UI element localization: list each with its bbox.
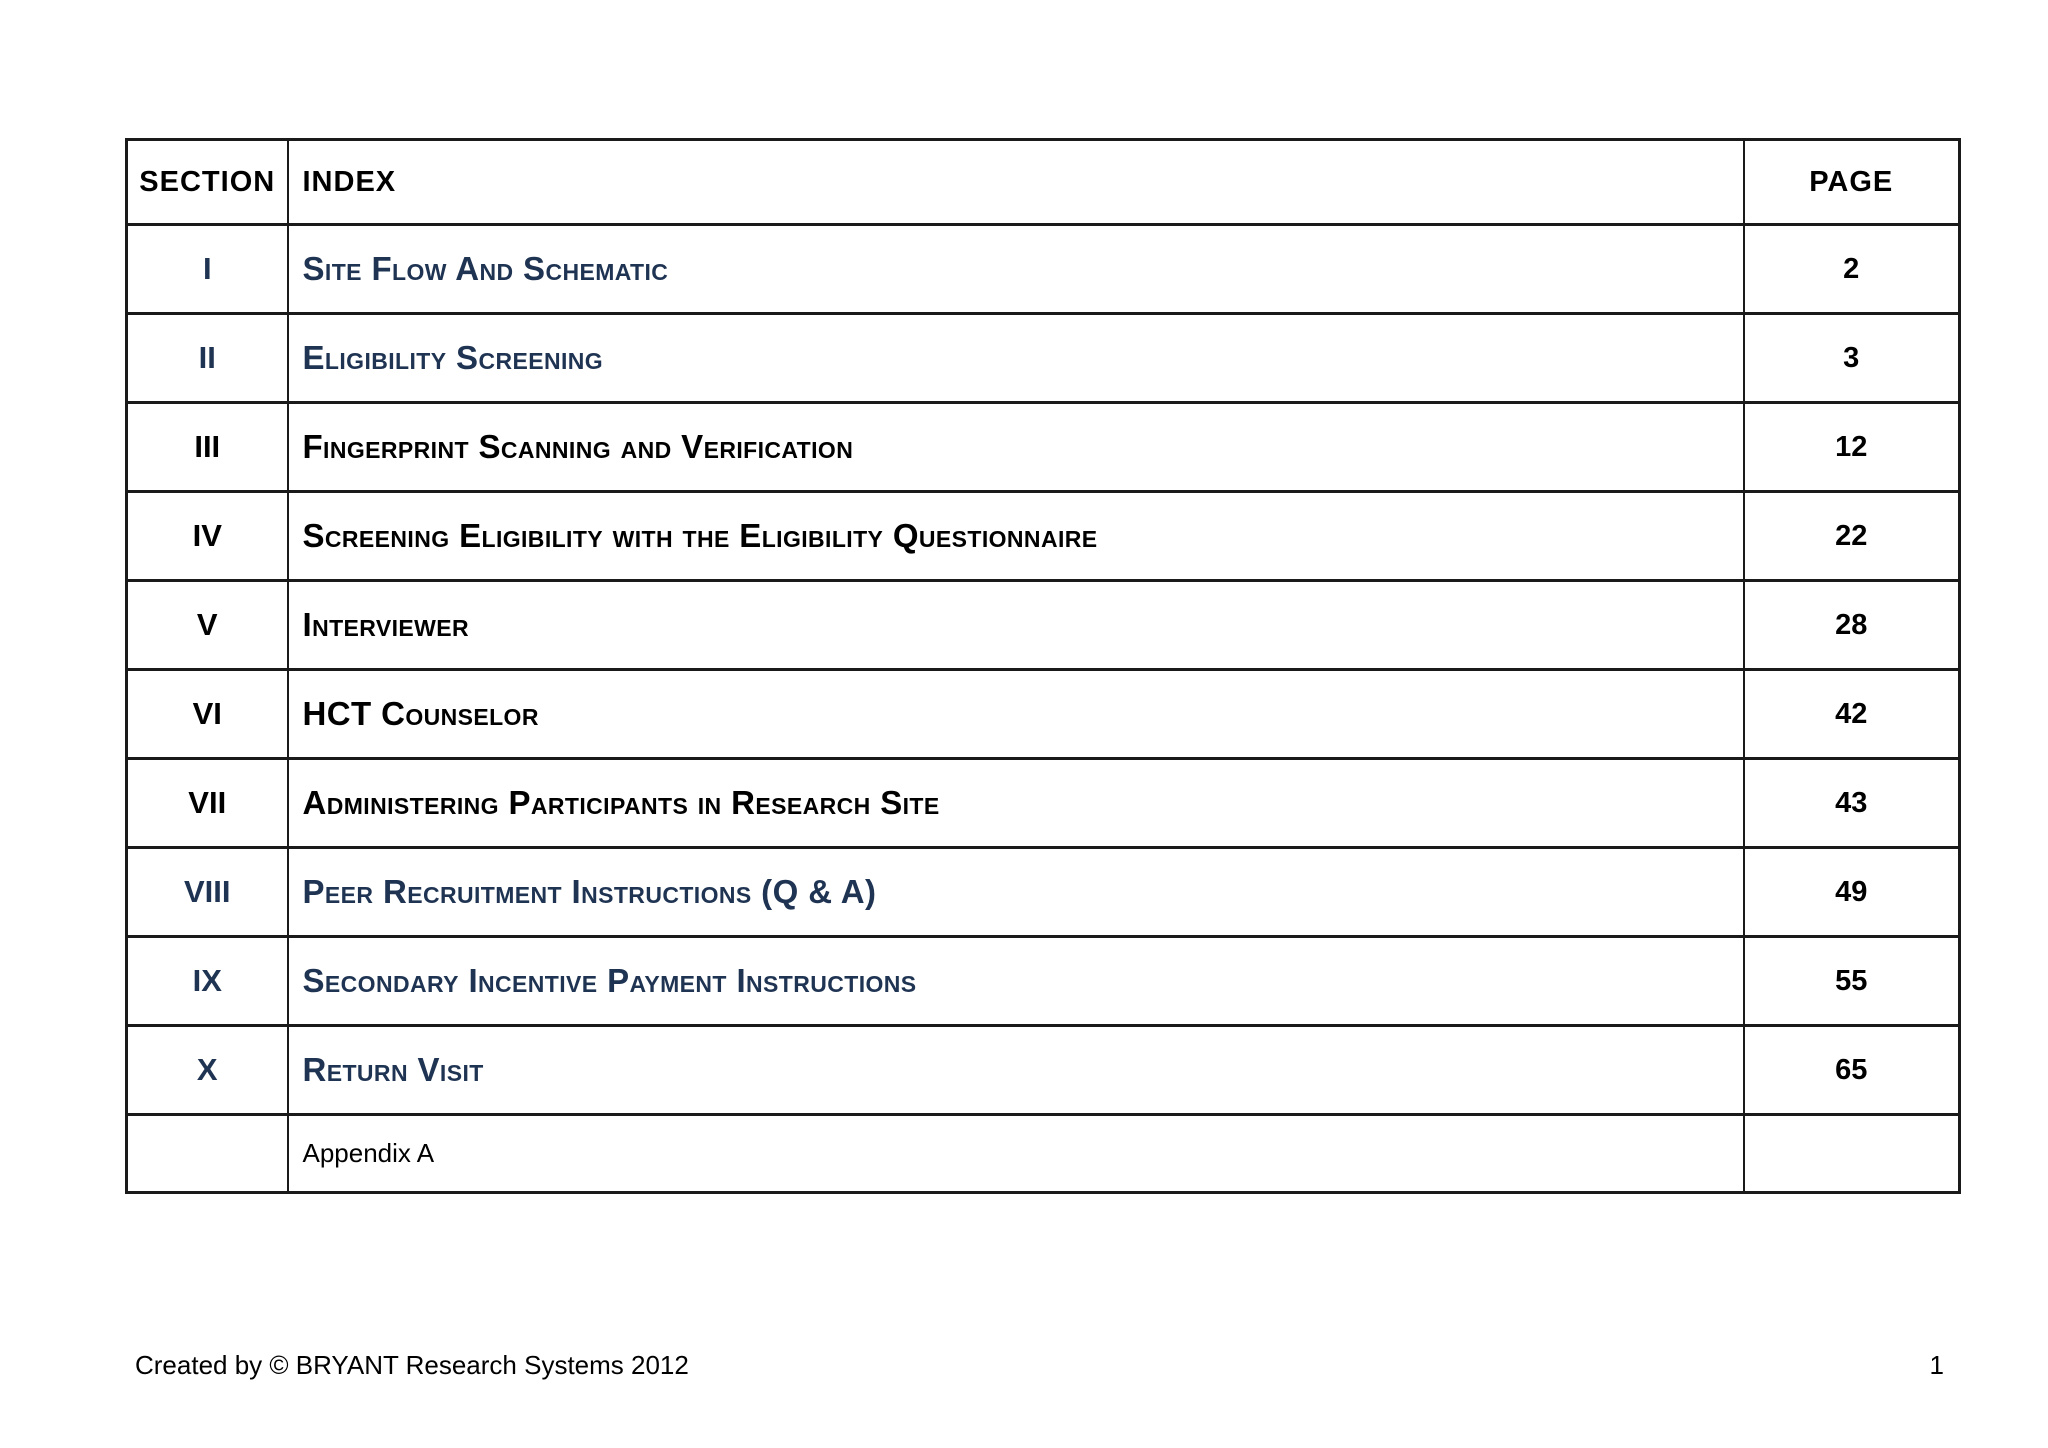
section-numeral-cell: I (125, 223, 289, 315)
section-numeral-cell: X (125, 1024, 289, 1116)
toc-row-appendix: Appendix A (125, 1113, 1961, 1194)
section-numeral-cell: VI (125, 668, 289, 760)
index-title-cell: Screening Eligibility with the Eligibili… (286, 490, 1745, 582)
toc-row: I Site Flow And Schematic 2 (125, 223, 1961, 315)
section-numeral: II (198, 340, 216, 375)
page-number: 43 (1835, 786, 1868, 819)
header-index: INDEX (286, 138, 1745, 226)
page-number: 2 (1843, 252, 1860, 285)
section-numeral-cell: III (125, 401, 289, 493)
index-title-cell: Peer Recruitment Instructions (Q & A) (286, 846, 1745, 938)
section-numeral: V (196, 607, 218, 642)
toc-row: II Eligibility Screening 3 (125, 312, 1961, 404)
page-number-cell: 65 (1742, 1024, 1961, 1116)
toc-row: VI HCT Counselor 42 (125, 668, 1961, 760)
toc-row: VII Administering Participants in Researc… (125, 757, 1961, 849)
index-title: HCT Counselor (302, 695, 539, 732)
section-numeral-cell: V (125, 579, 289, 671)
index-title-cell: Eligibility Screening (286, 312, 1745, 404)
index-title: Fingerprint Scanning and Verification (302, 428, 854, 465)
index-title-cell: Fingerprint Scanning and Verification (286, 401, 1745, 493)
index-title-cell: Interviewer (286, 579, 1745, 671)
index-title-cell: Appendix A (286, 1113, 1745, 1194)
toc-row: IV Screening Eligibility with the Eligibi… (125, 490, 1961, 582)
toc-body: I Site Flow And Schematic 2 II Eligibility S… (125, 223, 1961, 1194)
index-title: Interviewer (302, 606, 469, 643)
toc-row: III Fingerprint Scanning and Verification… (125, 401, 1961, 493)
index-title: Return Visit (302, 1051, 484, 1088)
section-numeral-cell: IX (125, 935, 289, 1027)
index-title: Secondary Incentive Payment Instructions (302, 962, 917, 999)
index-title-cell: Return Visit (286, 1024, 1745, 1116)
page-number-cell: 2 (1742, 223, 1961, 315)
index-title-cell: HCT Counselor (286, 668, 1745, 760)
page-number: 65 (1835, 1053, 1868, 1086)
section-numeral-cell: VIII (125, 846, 289, 938)
section-numeral: X (196, 1052, 218, 1087)
toc-row: V Interviewer 28 (125, 579, 1961, 671)
page-number: 28 (1835, 608, 1868, 641)
section-numeral: III (194, 429, 221, 464)
index-title: Eligibility Screening (302, 339, 604, 376)
section-numeral: IX (192, 963, 222, 998)
index-title-cell: Administering Participants in Research S… (286, 757, 1745, 849)
header-page: PAGE (1742, 138, 1961, 226)
toc-table: SECTION INDEX PAGE I Site Flow And Schema… (125, 138, 1961, 1194)
page-number: 55 (1835, 964, 1868, 997)
section-numeral: VII (188, 785, 227, 820)
page-number: 12 (1835, 430, 1868, 463)
page-number: 3 (1843, 341, 1860, 374)
toc-row: X Return Visit 65 (125, 1024, 1961, 1116)
index-title: Administering Participants in Research S… (302, 784, 940, 821)
page-number-cell: 55 (1742, 935, 1961, 1027)
section-numeral: VI (192, 696, 222, 731)
index-title: Screening Eligibility with the Eligibili… (302, 517, 1098, 554)
section-numeral-cell: VII (125, 757, 289, 849)
toc-row: VIII Peer Recruitment Instructions (Q & A… (125, 846, 1961, 938)
page-number-cell: 43 (1742, 757, 1961, 849)
toc-row: IX Secondary Incentive Payment Instructio… (125, 935, 1961, 1027)
page-footer: Created by © BRYANT Research Systems 201… (125, 1348, 1958, 1382)
footer-page-number: 1 (1929, 1350, 1944, 1380)
section-numeral: VIII (183, 874, 231, 909)
section-numeral-cell (125, 1113, 289, 1194)
page-number-cell: 28 (1742, 579, 1961, 671)
page-number: 22 (1835, 519, 1868, 552)
section-numeral-cell: II (125, 312, 289, 404)
page-number: 42 (1835, 697, 1868, 730)
section-numeral-cell: IV (125, 490, 289, 582)
footer-credit: Created by © BRYANT Research Systems 201… (135, 1350, 689, 1380)
section-numeral: I (202, 251, 212, 286)
page-number-cell: 49 (1742, 846, 1961, 938)
page-number: 49 (1835, 875, 1868, 908)
page-number-cell (1742, 1113, 1961, 1194)
index-title: Peer Recruitment Instructions (Q & A) (302, 873, 877, 910)
page-number-cell: 22 (1742, 490, 1961, 582)
index-title-cell: Secondary Incentive Payment Instructions (286, 935, 1745, 1027)
page-number-cell: 42 (1742, 668, 1961, 760)
page-number-cell: 12 (1742, 401, 1961, 493)
toc-header-row: SECTION INDEX PAGE (125, 138, 1961, 226)
header-section: SECTION (125, 138, 289, 226)
index-title: Site Flow And Schematic (302, 250, 669, 287)
index-title: Appendix A (302, 1138, 435, 1168)
section-numeral: IV (192, 518, 222, 553)
index-title-cell: Site Flow And Schematic (286, 223, 1745, 315)
page-number-cell: 3 (1742, 312, 1961, 404)
